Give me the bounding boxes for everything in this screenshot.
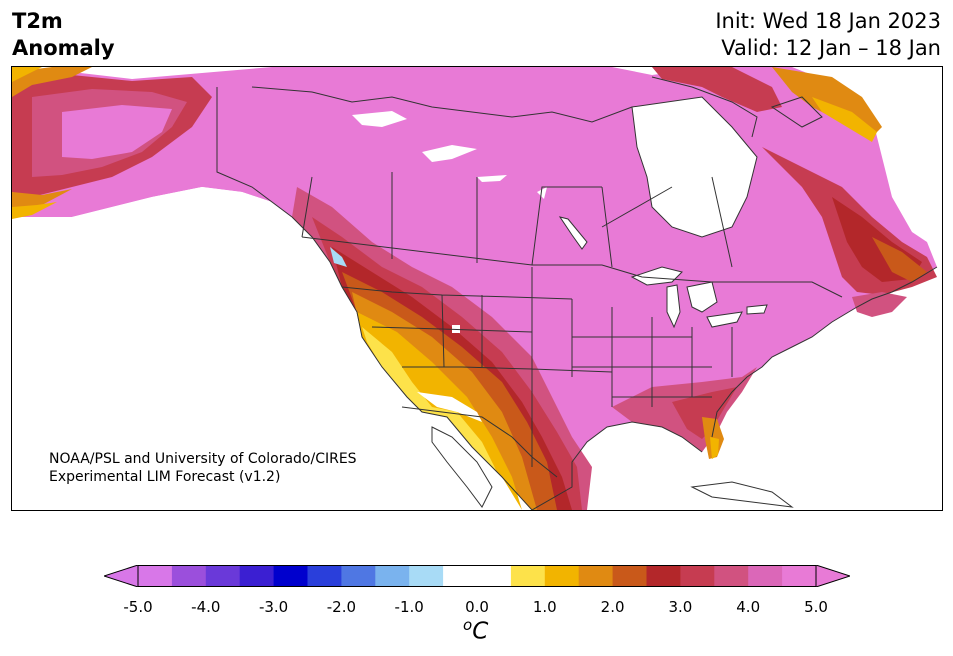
arctic-island bbox=[652, 67, 782, 112]
ak-gold-south bbox=[12, 202, 57, 219]
credit-line-1: NOAA/PSL and University of Colorado/CIRE… bbox=[49, 451, 357, 467]
colorbar-segment bbox=[748, 565, 783, 587]
small-lake-1 bbox=[537, 187, 547, 199]
coastline-west bbox=[291, 216, 533, 510]
colorbar-segment bbox=[544, 565, 580, 587]
great-slave-lake bbox=[422, 145, 477, 162]
colorbar-tick-label: -3.0 bbox=[258, 598, 289, 616]
colorbar-tick-label: 1.0 bbox=[532, 598, 557, 616]
colorbar-unit: oC bbox=[463, 616, 488, 645]
colorbar-segment bbox=[782, 565, 817, 587]
colorbar-segment bbox=[171, 565, 207, 587]
init-date: Init: Wed 18 Jan 2023 bbox=[715, 9, 941, 33]
lake-ontario bbox=[746, 304, 768, 315]
credit-line-2: Experimental LIM Forecast (v1.2) bbox=[49, 469, 281, 485]
lake-erie bbox=[706, 311, 743, 328]
band-yellow bbox=[362, 327, 502, 477]
anomaly-bands-east-canada bbox=[762, 67, 937, 317]
unit-letter: C bbox=[472, 618, 489, 645]
coastline-east bbox=[711, 266, 938, 438]
lab-gold bbox=[812, 97, 877, 142]
gulf-of-mexico bbox=[587, 422, 702, 510]
colorbar-tick-label: 0.0 bbox=[465, 598, 489, 616]
colorbar-tick-label: 5.0 bbox=[804, 598, 828, 616]
us-state-lines bbox=[341, 267, 733, 467]
anomaly-bands-alaska bbox=[12, 67, 212, 219]
great-bear-lake bbox=[352, 111, 407, 127]
credit-text: NOAA/PSL and University of Colorado/CIRE… bbox=[49, 450, 357, 486]
colorbar-segment bbox=[341, 565, 376, 587]
fl-gold bbox=[710, 437, 719, 459]
lake-huron bbox=[686, 281, 718, 313]
colorbar-tick-label: 2.0 bbox=[600, 598, 625, 616]
lake-michigan bbox=[666, 284, 681, 329]
ak-gold bbox=[12, 67, 42, 82]
colorbar-segment bbox=[714, 565, 749, 587]
cuba bbox=[690, 481, 794, 508]
lake-superior bbox=[630, 266, 683, 286]
canada-us-border bbox=[301, 236, 843, 298]
colorbar-outline bbox=[137, 565, 817, 587]
colorbar-tick-label: -4.0 bbox=[191, 598, 221, 616]
colorbar-segment bbox=[239, 565, 275, 587]
colorbar-segment bbox=[205, 565, 241, 587]
qc-dark-orange bbox=[872, 237, 927, 282]
title-line-1: T2m bbox=[12, 9, 63, 33]
colorbar-segment bbox=[578, 565, 614, 587]
maritime-rose bbox=[852, 292, 907, 317]
colorbar-tick-label: -5.0 bbox=[123, 598, 153, 616]
us-mexico-border bbox=[401, 406, 558, 478]
band-light-blue-bc bbox=[330, 247, 347, 267]
colorbar-segment bbox=[273, 565, 308, 587]
unit-degree: o bbox=[463, 616, 473, 634]
baja-california bbox=[431, 426, 493, 508]
lake-winnipeg bbox=[558, 216, 588, 250]
colorbar-segment bbox=[138, 565, 173, 587]
ak-orange bbox=[12, 67, 92, 97]
map-title: T2m Anomaly bbox=[12, 8, 115, 62]
arctic-islands bbox=[251, 76, 823, 138]
great-lakes bbox=[352, 111, 768, 329]
colorbar-segment bbox=[510, 565, 546, 587]
map-svg bbox=[12, 67, 938, 510]
colorbar-segment bbox=[375, 565, 410, 587]
athabasca-lake bbox=[477, 175, 507, 182]
colorbar-tick-label: 3.0 bbox=[668, 598, 693, 616]
colorbar-segment bbox=[307, 565, 342, 587]
se-crimson bbox=[672, 387, 737, 439]
hudson-bay bbox=[631, 96, 758, 238]
colorbar-arrow-max bbox=[815, 564, 852, 588]
colorbar-tick-label: -2.0 bbox=[326, 598, 357, 616]
forecast-dates: Init: Wed 18 Jan 2023 Valid: 12 Jan – 18… bbox=[715, 8, 941, 62]
colorbar-svg bbox=[102, 564, 852, 588]
alaska-border bbox=[216, 87, 293, 218]
colorbar-segment bbox=[612, 565, 647, 587]
colorbar bbox=[102, 564, 852, 591]
colorbar-segment bbox=[646, 565, 681, 587]
colorbar-segment bbox=[477, 565, 512, 587]
political-boundaries bbox=[216, 87, 938, 510]
title-line-2: Anomaly bbox=[12, 36, 115, 60]
anomaly-map: NOAA/PSL and University of Colorado/CIRE… bbox=[11, 66, 943, 511]
colorbar-segment bbox=[680, 565, 715, 587]
coastline-gulf bbox=[531, 421, 703, 510]
pacific-water bbox=[12, 187, 532, 510]
colorbar-segment bbox=[409, 565, 444, 587]
valid-range: Valid: 12 Jan – 18 Jan bbox=[721, 36, 941, 60]
colorbar-tick-label: -1.0 bbox=[394, 598, 424, 616]
colorbar-tick-label: 4.0 bbox=[736, 598, 761, 616]
colorbar-arrow-min bbox=[102, 564, 139, 588]
colorbar-segment bbox=[443, 565, 478, 587]
ak-magenta bbox=[62, 105, 172, 159]
